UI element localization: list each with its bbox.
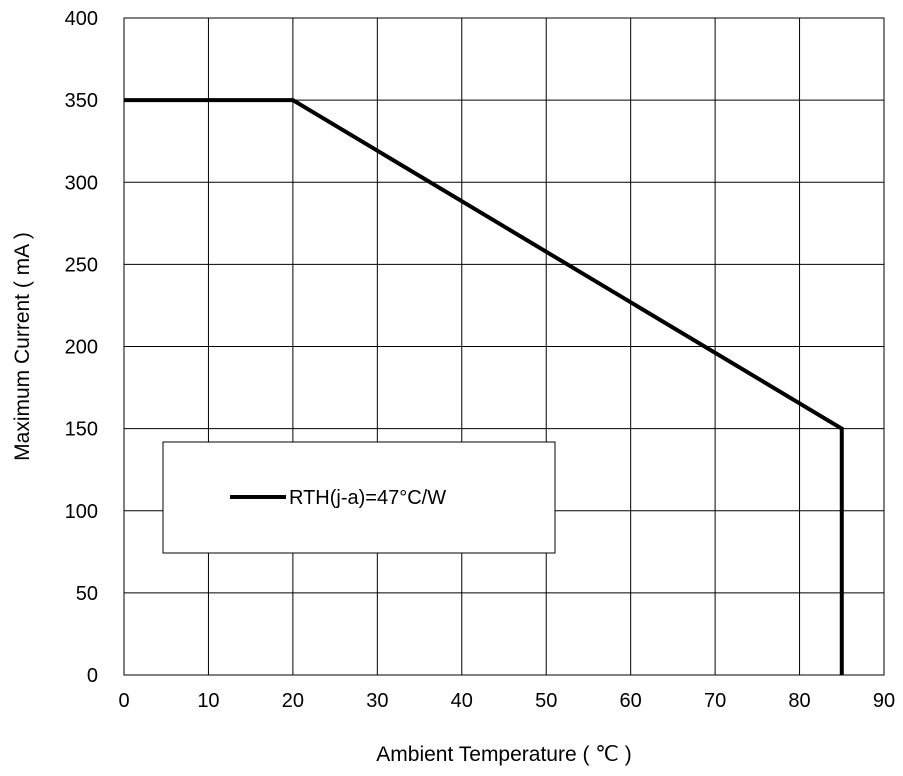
y-tick-label: 100 xyxy=(65,501,98,523)
y-tick-label: 50 xyxy=(76,583,98,605)
y-tick-label: 0 xyxy=(87,665,98,687)
x-tick-label: 90 xyxy=(873,690,895,712)
y-tick-label: 350 xyxy=(65,90,98,112)
x-tick-label: 40 xyxy=(451,690,473,712)
x-tick-label: 30 xyxy=(366,690,388,712)
y-tick-label: 200 xyxy=(65,337,98,359)
x-tick-labels: 0 10 20 30 40 50 60 70 80 90 xyxy=(118,690,895,712)
x-tick-label: 60 xyxy=(620,690,642,712)
x-tick-label: 80 xyxy=(788,690,810,712)
y-tick-label: 150 xyxy=(65,419,98,441)
y-tick-label: 400 xyxy=(65,8,98,30)
x-tick-label: 50 xyxy=(535,690,557,712)
grid xyxy=(123,17,885,676)
y-tick-labels: 0 50 100 150 200 250 300 350 400 xyxy=(65,8,98,687)
x-tick-label: 20 xyxy=(282,690,304,712)
legend-label: RTH(j-a)=47°C/W xyxy=(289,487,446,509)
x-tick-label: 0 xyxy=(118,690,129,712)
series-line xyxy=(124,98,844,675)
y-tick-label: 300 xyxy=(65,172,98,194)
x-tick-label: 70 xyxy=(704,690,726,712)
y-axis-title: Maximum Current ( mA ) xyxy=(11,232,34,461)
series-layer xyxy=(124,98,844,675)
plot-frame xyxy=(123,17,885,676)
x-tick-label: 10 xyxy=(197,690,219,712)
legend: RTH(j-a)=47°C/W xyxy=(162,441,556,554)
legend-box xyxy=(162,441,556,554)
y-tick-label: 250 xyxy=(65,254,98,276)
x-axis-title: Ambient Temperature ( ℃ ) xyxy=(376,743,631,766)
